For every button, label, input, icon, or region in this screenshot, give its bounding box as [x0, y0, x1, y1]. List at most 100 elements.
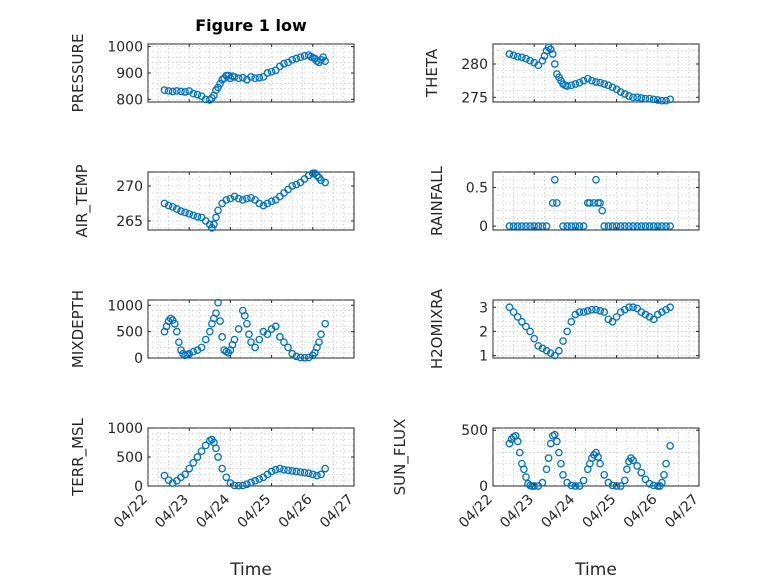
data-point — [288, 467, 297, 475]
ytick-label: 265 — [116, 214, 143, 230]
data-point — [214, 453, 222, 461]
data-point — [522, 54, 530, 63]
data-point — [522, 473, 530, 481]
data-point — [645, 479, 654, 488]
data-point — [177, 87, 185, 96]
data-point — [319, 53, 327, 62]
data-point — [243, 319, 251, 328]
data-point — [658, 222, 666, 230]
data-point — [653, 96, 662, 104]
ylabel-theta: THETA — [423, 48, 441, 98]
data-point — [263, 330, 272, 339]
data-point — [212, 309, 220, 318]
data-point — [292, 180, 301, 189]
data-point — [321, 178, 330, 187]
data-point — [600, 308, 609, 316]
markers-air-temp — [160, 169, 330, 232]
data-point — [311, 169, 319, 178]
data-point — [193, 212, 202, 221]
data-point — [579, 308, 588, 316]
data-point — [596, 78, 604, 87]
data-point — [300, 468, 309, 477]
data-point — [567, 222, 576, 230]
data-point — [571, 310, 580, 319]
data-point — [160, 471, 169, 480]
ylabel-air-temp: AIR_TEMP — [73, 164, 92, 237]
data-point — [608, 83, 617, 92]
data-point — [550, 60, 559, 68]
data-point — [243, 194, 251, 203]
data-point — [550, 351, 559, 360]
data-point — [505, 222, 514, 230]
data-point — [515, 448, 524, 457]
xtick-label: 04/27 — [317, 492, 357, 532]
data-point — [234, 74, 243, 83]
ytick-label: 3 — [479, 300, 488, 316]
xtick-label: 04/23 — [152, 492, 192, 532]
data-point — [197, 343, 206, 352]
data-point — [168, 203, 177, 211]
data-point — [567, 317, 576, 326]
data-point — [509, 51, 518, 60]
markers-theta — [505, 43, 675, 105]
data-point — [575, 482, 584, 490]
data-point — [222, 196, 231, 204]
data-point — [588, 305, 596, 314]
data-point — [563, 82, 572, 90]
data-point — [623, 465, 631, 474]
data-point — [245, 330, 253, 339]
data-point — [238, 73, 247, 82]
xtick-label: 04/22 — [111, 492, 151, 532]
data-point — [517, 317, 526, 326]
xtick-label: 04/26 — [621, 491, 661, 531]
data-point — [212, 213, 220, 222]
ytick-label: 0 — [134, 479, 143, 495]
data-point — [210, 220, 218, 229]
data-point — [304, 469, 313, 478]
data-point — [579, 476, 588, 485]
xtick-label: 04/24 — [538, 491, 578, 531]
data-point — [255, 199, 264, 208]
data-point — [563, 222, 572, 230]
data-point — [247, 194, 255, 202]
data-point — [534, 342, 543, 350]
data-point — [513, 222, 522, 230]
data-point — [201, 335, 210, 344]
data-point — [216, 79, 224, 88]
data-point — [553, 199, 561, 207]
data-point — [513, 437, 522, 446]
yticks-theta: 275 280 — [461, 57, 699, 106]
data-point — [259, 201, 268, 210]
data-point — [166, 314, 175, 323]
data-point — [629, 456, 637, 465]
panel-rainfall: 00.5 RAINFALL — [428, 165, 700, 236]
data-point — [662, 222, 670, 230]
data-point — [513, 313, 522, 321]
data-point — [649, 222, 658, 230]
data-point — [553, 437, 561, 446]
data-point — [175, 338, 183, 347]
data-point — [571, 80, 580, 88]
yticks-pressure: 800 900 1000 — [107, 40, 354, 108]
data-point — [592, 448, 600, 457]
data-point — [583, 74, 592, 83]
data-point — [538, 56, 547, 65]
data-point — [666, 95, 675, 104]
data-point — [218, 333, 227, 341]
data-point — [645, 313, 654, 321]
data-point — [226, 74, 235, 83]
data-point — [170, 319, 179, 328]
data-point — [251, 74, 259, 83]
data-point — [313, 171, 321, 180]
data-point — [526, 222, 534, 230]
xtick-label: 04/27 — [662, 492, 702, 532]
data-point — [633, 462, 642, 470]
data-point — [168, 316, 177, 324]
grid-rainfall — [493, 172, 699, 230]
data-point — [596, 307, 604, 315]
data-point — [240, 311, 249, 320]
data-point — [588, 76, 596, 85]
data-point — [284, 466, 292, 475]
data-point — [620, 305, 629, 314]
